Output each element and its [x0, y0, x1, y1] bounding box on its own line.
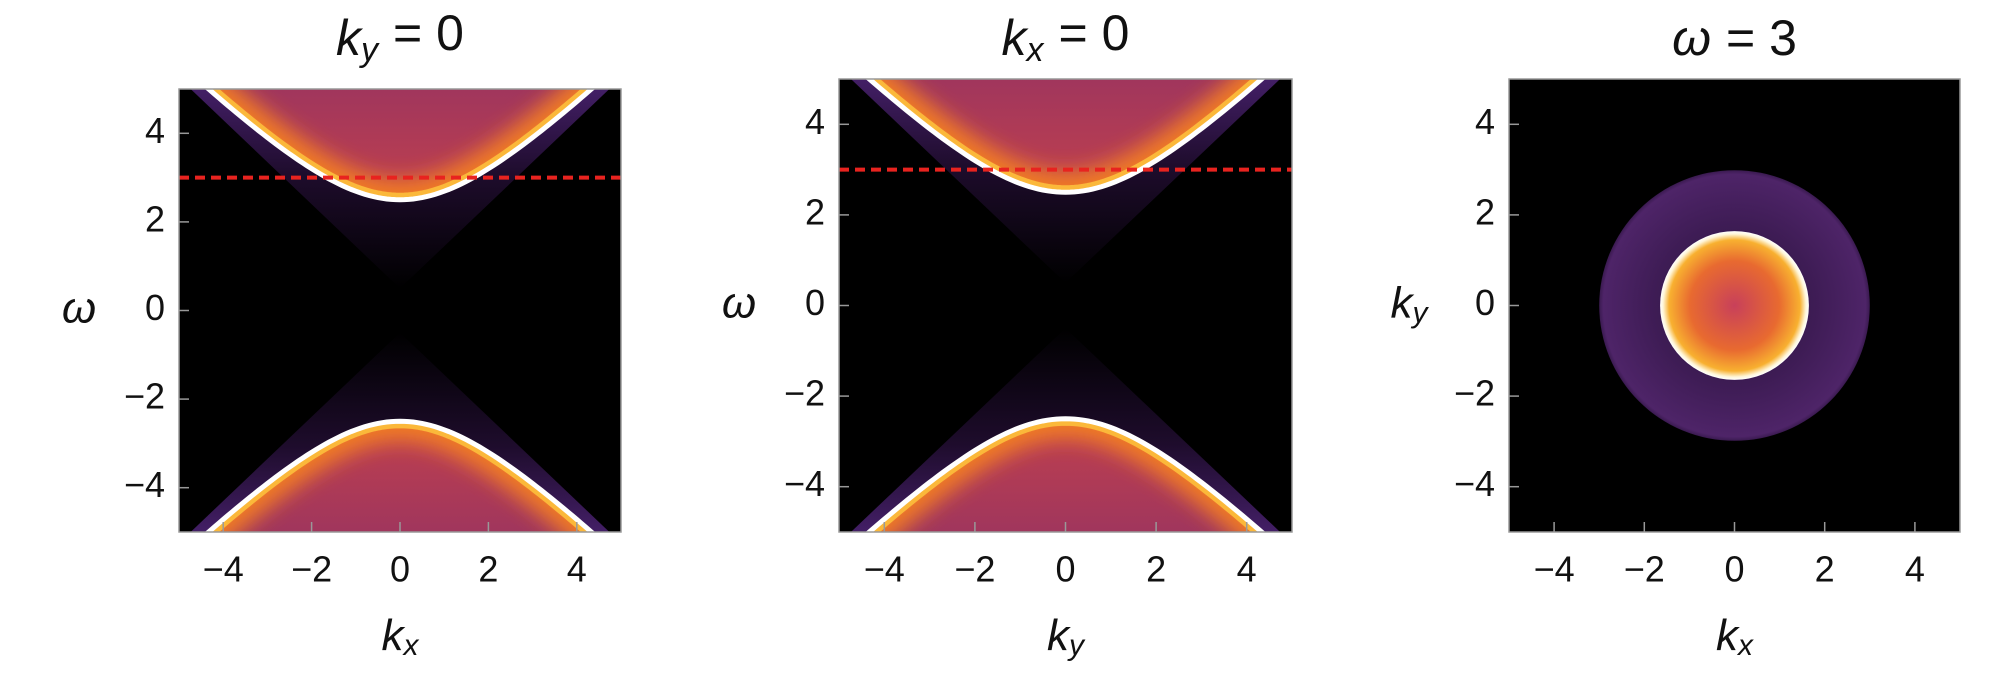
edge	[865, 79, 1266, 195]
y-tick-label: −2	[124, 376, 165, 417]
x-tick-label: 0	[390, 549, 410, 590]
x-axis-label: ky	[1047, 611, 1086, 662]
y-axis-label: ω	[722, 278, 756, 327]
band	[869, 79, 1262, 193]
y-axis-label-symbol: ω	[62, 283, 96, 332]
x-tick-label: 2	[478, 549, 498, 590]
chart-title: kx = 0	[1002, 5, 1130, 69]
chart-title-rest: = 0	[1059, 5, 1130, 61]
y-axis-label: ky	[1391, 278, 1430, 329]
chart-title-rest: = 3	[1726, 10, 1797, 66]
y-tick-label: 0	[805, 282, 825, 323]
inner-disc	[1660, 231, 1809, 380]
x-tick-label: −4	[203, 549, 244, 590]
y-tick-label: −4	[124, 464, 165, 505]
y-axis-label-subscript: y	[1411, 296, 1430, 329]
plot-area	[1509, 79, 1960, 532]
y-tick-label: 0	[1475, 282, 1495, 323]
x-axis-label-symbol: k	[1047, 611, 1071, 660]
x-tick-label: −4	[864, 549, 905, 590]
chart-title: ky = 0	[336, 5, 464, 69]
x-axis-label-symbol: k	[382, 611, 406, 660]
x-tick-label: 4	[1905, 549, 1925, 590]
band	[208, 89, 592, 200]
x-tick-label: −2	[1624, 549, 1665, 590]
x-tick-label: 2	[1146, 549, 1166, 590]
chart-title-subscript: x	[1025, 31, 1045, 69]
y-axis-label-symbol: ω	[722, 278, 756, 327]
x-tick-label: −2	[291, 549, 332, 590]
y-axis-label-symbol: k	[1391, 278, 1415, 327]
plot-area	[179, 89, 621, 532]
chart-title-symbol: k	[336, 10, 364, 66]
x-axis-label: kx	[1716, 611, 1754, 662]
y-tick-label: 2	[805, 191, 825, 232]
y-tick-label: −2	[784, 373, 825, 414]
x-tick-label: 0	[1055, 549, 1075, 590]
plot-area	[839, 79, 1292, 532]
edge	[204, 89, 596, 203]
chart-title-subscript: y	[359, 31, 380, 69]
x-axis-label-subscript: x	[402, 629, 420, 662]
chart-title-symbol: k	[1002, 10, 1030, 66]
y-tick-label: 4	[145, 110, 165, 151]
y-axis-label: ω	[62, 283, 96, 332]
x-tick-label: 0	[1724, 549, 1744, 590]
y-tick-label: 4	[805, 101, 825, 142]
x-tick-label: 4	[567, 549, 587, 590]
edge	[865, 416, 1266, 532]
band	[208, 421, 592, 532]
x-tick-label: −4	[1534, 549, 1575, 590]
x-tick-label: 4	[1237, 549, 1257, 590]
edge	[204, 418, 596, 532]
chart-title-rest: = 0	[393, 5, 464, 61]
x-axis-label: kx	[382, 611, 420, 662]
x-tick-label: −2	[954, 549, 995, 590]
x-axis-label-subscript: y	[1067, 629, 1086, 662]
x-axis-label-symbol: k	[1716, 611, 1740, 660]
y-tick-label: 0	[145, 287, 165, 328]
y-tick-label: 2	[145, 198, 165, 239]
y-tick-label: 4	[1475, 101, 1495, 142]
x-tick-label: 2	[1815, 549, 1835, 590]
y-tick-label: −4	[784, 463, 825, 504]
y-tick-label: −2	[1454, 373, 1495, 414]
band	[869, 418, 1262, 532]
y-tick-label: 2	[1475, 191, 1495, 232]
x-axis-label-subscript: x	[1736, 629, 1754, 662]
y-tick-label: −4	[1454, 463, 1495, 504]
chart-title: ω = 3	[1672, 10, 1797, 66]
chart-title-symbol: ω	[1672, 10, 1711, 66]
